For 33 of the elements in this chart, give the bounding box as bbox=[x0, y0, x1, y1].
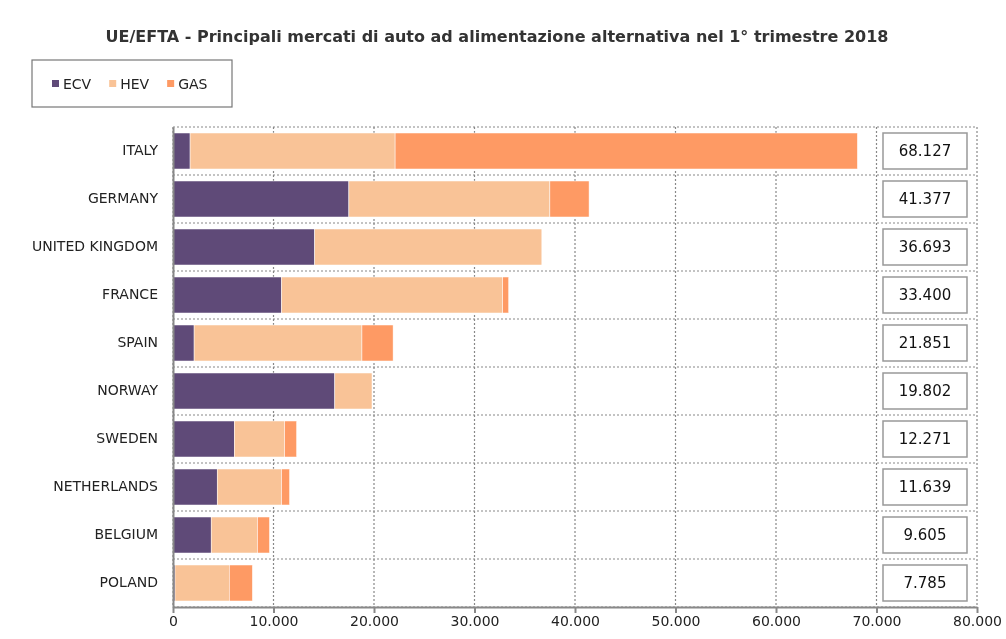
x-tick-label: 10.000 bbox=[249, 612, 299, 629]
y-tick-label: ITALY bbox=[122, 142, 159, 159]
annotation: 12.271 bbox=[898, 430, 952, 448]
legend-label: ECV bbox=[63, 76, 92, 92]
annotation: 41.377 bbox=[898, 190, 952, 208]
y-tick-label: SWEDEN bbox=[96, 430, 158, 447]
legend-label: GAS bbox=[178, 76, 208, 92]
annotation: 9.605 bbox=[903, 526, 947, 544]
y-tick-label: NETHERLANDS bbox=[53, 478, 159, 495]
x-tick-label: 60.000 bbox=[752, 612, 801, 629]
y-tick-label: GERMANY bbox=[87, 190, 159, 207]
y-tick-label: BELGIUM bbox=[94, 526, 158, 543]
y-tick-label: FRANCE bbox=[102, 286, 158, 303]
y-tick-label: POLAND bbox=[99, 574, 158, 591]
x-tick-label: 20.000 bbox=[350, 612, 399, 629]
annotation: 68.127 bbox=[898, 142, 952, 160]
annotation: 19.802 bbox=[898, 382, 952, 400]
x-tick-label: 70.000 bbox=[852, 612, 902, 629]
chart-title: UE/EFTA - Principali mercati di auto ad alimentazione alternativa nel 1° trimestre 2018 bbox=[105, 27, 889, 46]
annotation: 21.851 bbox=[898, 334, 952, 352]
x-tick-label: 40.000 bbox=[551, 612, 600, 629]
annotation: 33.400 bbox=[898, 286, 952, 304]
y-tick-label: NORWAY bbox=[97, 382, 159, 399]
legend-label: HEV bbox=[120, 76, 150, 92]
x-tick-label: 30.000 bbox=[450, 612, 500, 629]
y-tick-label: SPAIN bbox=[117, 334, 158, 351]
x-tick-label: 50.000 bbox=[651, 612, 701, 629]
annotation: 36.693 bbox=[898, 238, 952, 256]
annotation: 11.639 bbox=[898, 478, 952, 496]
x-tick-label: 80.000 bbox=[953, 612, 1002, 629]
x-tick-label: 0 bbox=[169, 612, 178, 629]
y-tick-label: UNITED KINGDOM bbox=[32, 238, 158, 255]
annotation: 7.785 bbox=[903, 574, 947, 592]
